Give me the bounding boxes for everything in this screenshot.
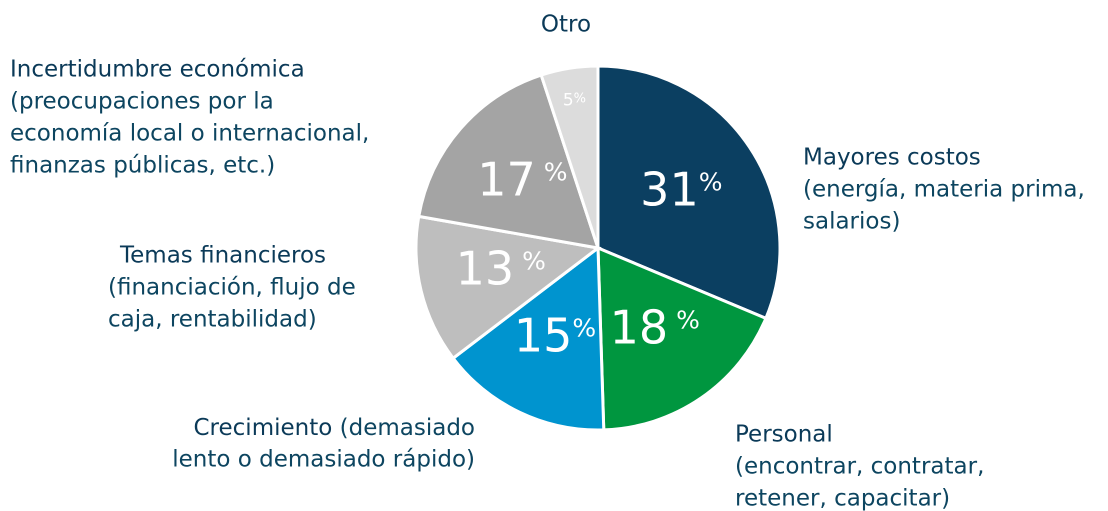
category-description: (demasiado bbox=[340, 415, 475, 441]
category-label: Crecimiento (demasiado bbox=[194, 415, 476, 441]
category-name: Personal bbox=[735, 422, 833, 448]
category-description: (encontrar, contratar, bbox=[735, 454, 984, 480]
value-label: 13 % bbox=[456, 241, 546, 295]
category-description: retener, capacitar) bbox=[735, 486, 950, 511]
category-description: salarios) bbox=[803, 209, 900, 235]
category-description: economía local o internacional, bbox=[10, 121, 369, 147]
pie-slice bbox=[596, 64, 782, 321]
category-description: caja, rentabilidad) bbox=[108, 307, 317, 333]
category-description: lento o demasiado rápido) bbox=[172, 447, 475, 473]
category-description: (energía, materia prima, bbox=[803, 177, 1085, 203]
pie-slice bbox=[417, 73, 601, 250]
value-label: 5% bbox=[563, 91, 586, 111]
value-label: 31% bbox=[640, 162, 722, 216]
pie-slice bbox=[539, 64, 600, 249]
category-name: Temas financieros bbox=[119, 243, 326, 269]
value-label: 17 % bbox=[477, 152, 567, 206]
category-name: Otro bbox=[541, 12, 591, 38]
value-label: 18 % bbox=[610, 300, 700, 354]
pie-slice bbox=[596, 245, 768, 432]
category-description: (financiación, flujo de bbox=[108, 275, 356, 301]
pie-slice bbox=[414, 214, 602, 361]
pie-slice bbox=[451, 245, 606, 432]
value-label: 15% bbox=[514, 308, 596, 362]
category-name: Crecimiento bbox=[194, 415, 333, 441]
category-description: finanzas públicas, etc.) bbox=[10, 153, 275, 179]
category-name: Incertidumbre económica bbox=[10, 57, 305, 83]
category-description: (preocupaciones por la bbox=[10, 89, 274, 115]
category-name: Mayores costos bbox=[803, 145, 981, 171]
